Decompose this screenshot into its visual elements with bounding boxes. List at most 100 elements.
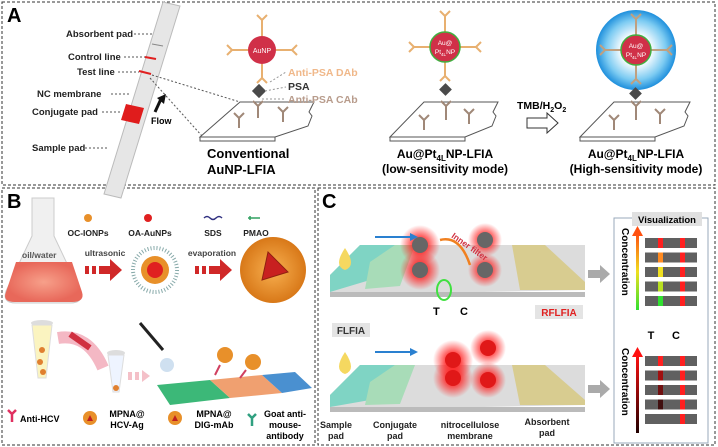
oil-water-label: oil/water [22,250,57,260]
pad-sample-line2: pad [328,431,344,441]
flfia-test-line-4 [658,399,663,410]
flow-arrow-icon [153,94,166,113]
test-line [138,70,152,75]
top-c-label: C [460,306,468,318]
rflfia-test-line-3 [658,267,663,277]
conventional-title-line2: AuNP-LFIA [207,162,276,177]
strip-leader-lines [85,33,241,149]
rflfia-strip-3 [645,267,697,277]
absorbent-boundary [151,43,164,47]
pmao-icon [248,216,260,220]
pad-nitrocellulose-line1: nitrocellulose [441,420,500,430]
detection-antibody-icons [226,14,298,84]
conjugate-pad-block [121,104,144,124]
concentration-arrow-bottom-icon [632,347,643,433]
rflfia-strip [330,223,585,301]
bottom-result-arrow-icon [588,380,610,398]
high-mode-title: Au@Pt4LNP-LFIA [588,147,685,163]
low-mode-title: Au@Pt4LNP-LFIA [397,147,494,163]
high-mode-subtitle: (High-sensitivity mode) [570,162,703,176]
emulsion-droplet [131,246,179,294]
flfia-control-line-4 [680,399,685,410]
flfia-result-strips [645,356,697,424]
control-line [144,56,157,60]
au-pt-np-particle-high [620,34,652,66]
flfia-control-line-1 [680,356,685,366]
rflfia-control-line-2 [680,252,685,263]
np-core-label-high-line1: Au@ [629,43,644,50]
top-result-arrow-icon [588,265,610,283]
high-capture-antibody-icons [608,100,666,130]
reaction-arrow-icon [526,111,559,135]
high-detection-antibody-icons [599,13,673,85]
aunp-label: AuNP [253,48,272,55]
lateral-flow-strip [103,1,181,199]
result-arrows [588,265,610,398]
legend-goat-line1: Goat anti- [264,409,306,419]
label-test-line: Test line [77,67,115,78]
rflfia-control-line-1 [680,238,685,248]
ultrasonic-arrow-icon [85,259,122,281]
flfia-strip-1 [645,356,697,366]
rflfia-test-line-2 [658,252,663,263]
pad-absorbent-line1: Absorbent [525,417,570,427]
goat-antibody-icon [247,413,257,426]
rflfia-test-line-5 [658,296,663,306]
flfia-control-line-2 [680,370,685,381]
reagent-sds: SDS [204,228,222,238]
aunp-particle [248,36,276,64]
rflfia-test-line-4 [658,281,663,292]
rflfia-result-strips [645,238,697,306]
low-detection-antibody-icons [408,10,482,82]
pad-sample-line1: Sample [320,420,352,430]
label-control-line: Control line [68,52,121,63]
visualization-label: Visualization [638,215,696,226]
np-core-label-low-line1: Au@ [438,40,453,47]
pad-absorbent-line2: pad [539,428,555,438]
top-t-label: T [433,306,440,318]
legend-mpna-dig-mab-line2: DIG-mAb [195,420,234,430]
legend-mpna-hcv-ag-line1: MPNA@ [109,409,144,419]
label-nc-membrane: NC membrane [37,89,101,100]
panel-c-frame [317,187,716,446]
pad-conjugate-line2: pad [387,431,403,441]
np-core-label-low-line2: Pt4LNP [435,49,455,57]
rflfia-strip-4 [645,281,697,292]
flfia-strip [330,330,585,412]
legend-mpna-dig-mab-line1: MPNA@ [196,409,231,419]
label-sample-pad: Sample pad [32,143,86,154]
magnetic-separation-scheme [31,320,312,405]
au-pt-np-particle-low [429,31,461,63]
low-mode-subtitle: (low-sensitivity mode) [382,162,508,176]
capture-antibody-icons [233,100,289,128]
step-evaporation: evaporation [188,248,236,258]
anti-hcv-icon [7,409,17,422]
rflfia-control-line-3 [680,267,685,277]
rflfia-label: RFLFIA [541,308,577,319]
flfia-test-line-3 [658,385,663,395]
low-mode-membrane [388,101,499,142]
panel-b-label: B [7,191,21,213]
rflfia-control-line-5 [680,296,685,306]
rflfia-test-line-1 [658,238,663,248]
flfia-strip-5 [645,414,697,424]
tmb-h2o2-label: TMB/H2O2 [517,100,566,114]
vis-c-label: C [672,330,680,342]
panel-b-frame [1,187,316,446]
low-capture-antibody-icons [418,100,475,130]
sds-icon [203,215,223,221]
oc-ionp-icon [84,214,92,222]
flfia-test-line-2 [658,370,663,381]
oa-aunp-icon [144,214,152,222]
legend-mpna-hcv-ag-line2: HCV-Ag [110,420,144,430]
flfia-test-line-1 [658,356,663,366]
reagent-oa-aunps: OA-AuNPs [128,228,172,238]
reagent-pmao: PMAO [243,228,269,238]
panel-b-legend: Anti-HCV MPNA@ HCV-Ag MPNA@ DIG-mAb Goat… [7,409,306,441]
pad-nitrocellulose-line2: membrane [447,431,493,441]
concentration-label-bottom: Concentration [619,348,630,416]
rflfia-strip-1 [645,238,697,248]
flask-icon [4,197,83,304]
